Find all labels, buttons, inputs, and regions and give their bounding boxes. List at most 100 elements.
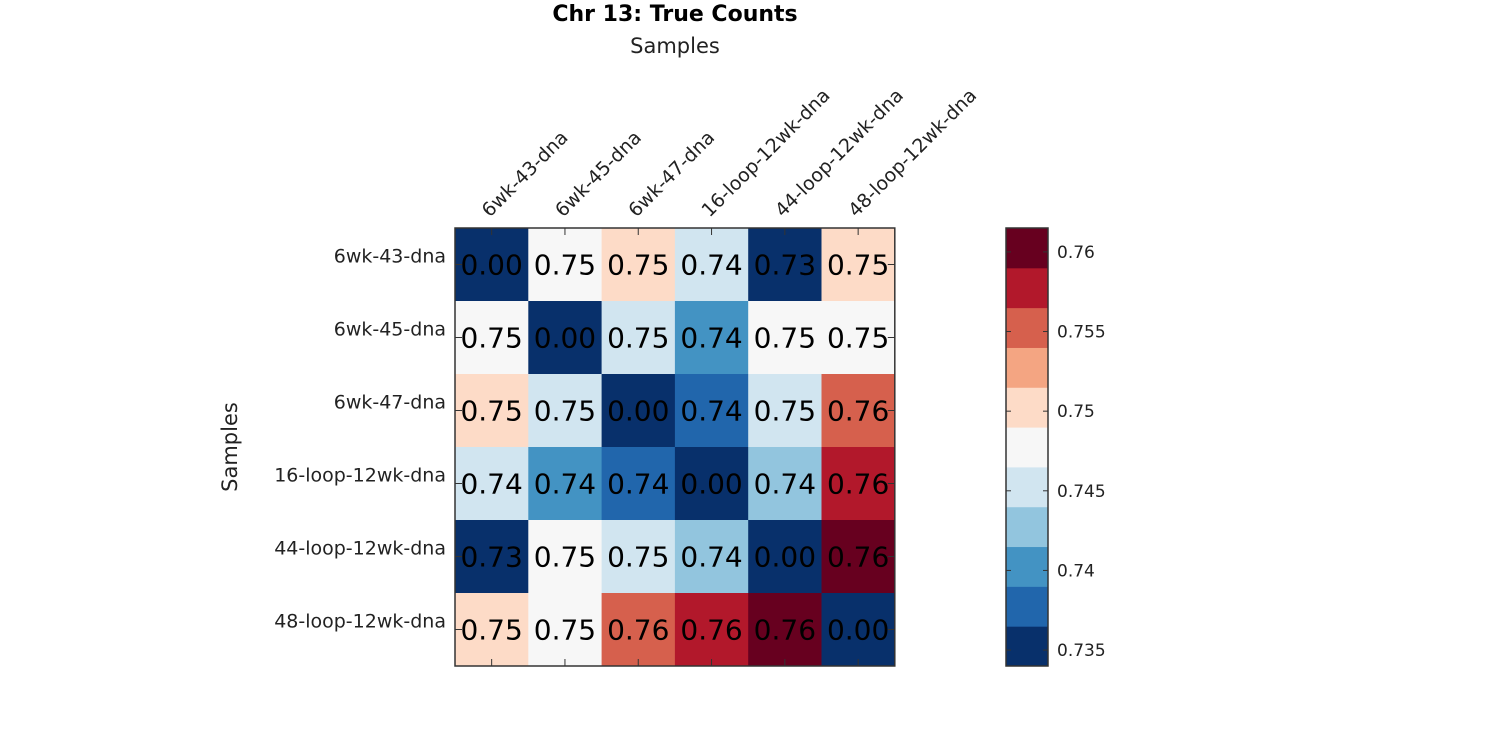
- heatmap-cell-labels: 0.00 0.75 0.75 0.74 0.73 0.75 0.75 0.00 0.75 0.74…: [460, 249, 889, 647]
- cell-value-label: 0.00: [827, 614, 889, 647]
- colorbar-segment: [1006, 586, 1048, 627]
- heatmap-cell: [455, 374, 529, 448]
- cell-value-label: 0.74: [754, 468, 816, 501]
- colorbar-segment: [1006, 626, 1048, 667]
- colorbar-tick-label: 0.76: [1057, 243, 1095, 263]
- y-tick-label: 48-loop-12wk-dna: [274, 611, 446, 633]
- heatmap-cell: [748, 520, 822, 594]
- x-tick-label: 44-loop-12wk-dna: [771, 84, 908, 221]
- heatmap-cell: [455, 301, 529, 375]
- y-tick-label: 6wk-47-dna: [334, 392, 446, 414]
- cell-value-label: 0.75: [754, 395, 816, 428]
- colorbar-tick-label: 0.745: [1057, 482, 1106, 502]
- heatmap-cell: [674, 593, 749, 667]
- heatmap-cell: [748, 447, 822, 521]
- cell-value-label: 0.73: [754, 249, 816, 282]
- cell-value-label: 0.75: [827, 322, 889, 355]
- cell-value-label: 0.75: [607, 322, 669, 355]
- cell-value-label: 0.75: [534, 395, 596, 428]
- heatmap-cell: [528, 520, 603, 594]
- heatmap-cell: [821, 593, 896, 667]
- y-tick-label: 6wk-45-dna: [334, 319, 446, 341]
- colorbar-segment: [1006, 267, 1048, 309]
- heatmap-cell: [528, 301, 603, 375]
- x-tick-labels: 6wk-43-dna6wk-45-dna6wk-47-dna16-loop-12…: [478, 84, 982, 221]
- heatmap-cell: [748, 374, 822, 448]
- cell-value-label: 0.76: [827, 468, 889, 501]
- cell-value-label: 0.74: [534, 468, 596, 501]
- colorbar: 0.735 0.74 0.745 0.75 0.755 0.76: [1005, 227, 1106, 667]
- heatmap-cell: [821, 520, 896, 594]
- cell-value-label: 0.00: [607, 395, 669, 428]
- heatmap-cell: [821, 374, 896, 448]
- cell-value-label: 0.75: [534, 541, 596, 574]
- cell-value-label: 0.00: [754, 541, 816, 574]
- cell-value-label: 0.74: [680, 322, 742, 355]
- heatmap-cell: [821, 228, 896, 302]
- heatmap-cell: [528, 228, 603, 302]
- heatmap-cell: [601, 228, 676, 302]
- cell-value-label: 0.00: [534, 322, 596, 355]
- cell-value-label: 0.75: [534, 249, 596, 282]
- heatmap-cell: [821, 301, 896, 375]
- colorbar-tick-label: 0.735: [1057, 641, 1106, 661]
- cell-value-label: 0.75: [460, 614, 522, 647]
- colorbar-frame: [1005, 227, 1049, 667]
- y-tick-label: 16-loop-12wk-dna: [274, 465, 446, 487]
- y-tick-labels: 6wk-43-dna 6wk-45-dna 6wk-47-dna 16-loop-12…: [274, 246, 446, 633]
- cell-value-label: 0.75: [460, 322, 522, 355]
- cell-value-label: 0.75: [460, 395, 522, 428]
- cell-value-label: 0.76: [607, 614, 669, 647]
- heatmap-cell: [528, 374, 603, 448]
- cell-value-label: 0.76: [680, 614, 742, 647]
- heatmap-cell: [674, 520, 749, 594]
- heatmap-cell: [748, 301, 822, 375]
- heatmap-cell: [674, 301, 749, 375]
- heatmap-cell: [821, 447, 896, 521]
- colorbar-segment: [1006, 347, 1048, 388]
- cell-value-label: 0.75: [607, 249, 669, 282]
- x-tick-label: 16-loop-12wk-dna: [698, 84, 835, 221]
- heatmap-cell: [601, 593, 676, 667]
- heatmap-cell: [455, 447, 529, 521]
- cell-value-label: 0.76: [827, 395, 889, 428]
- cell-value-label: 0.75: [827, 249, 889, 282]
- heatmap-cell: [601, 520, 676, 594]
- colorbar-segment: [1006, 387, 1048, 428]
- cell-value-label: 0.74: [680, 395, 742, 428]
- heatmap-cell: [455, 228, 529, 302]
- x-axis-label: Samples: [630, 34, 720, 58]
- chart-title: Chr 13: True Counts: [552, 2, 797, 27]
- heatmap-frame: [454, 227, 896, 667]
- colorbar-segment: [1006, 307, 1048, 348]
- cell-value-label: 0.74: [680, 541, 742, 574]
- cell-value-label: 0.75: [754, 322, 816, 355]
- cell-value-label: 0.74: [460, 468, 522, 501]
- x-tick-label: 48-loop-12wk-dna: [844, 84, 981, 221]
- heatmap-cell: [601, 374, 676, 448]
- colorbar-segment: [1006, 427, 1048, 468]
- colorbar-tick-label: 0.75: [1057, 402, 1095, 422]
- y-tick-label: 6wk-43-dna: [334, 246, 446, 268]
- heatmap-cell: [674, 374, 749, 448]
- colorbar-segment: [1006, 506, 1048, 548]
- cell-value-label: 0.76: [827, 541, 889, 574]
- cell-value-label: 0.00: [680, 468, 742, 501]
- colorbar-segment: [1006, 466, 1048, 508]
- cell-value-label: 0.76: [754, 614, 816, 647]
- heatmap-cell: [455, 520, 529, 594]
- heatmap-cell: [674, 447, 749, 521]
- heatmap-cell: [455, 593, 529, 667]
- cell-value-label: 0.00: [460, 249, 522, 282]
- heatmap-cell: [674, 228, 749, 302]
- cell-value-label: 0.75: [534, 614, 596, 647]
- y-axis-label: Samples: [218, 402, 242, 492]
- cell-value-label: 0.73: [460, 541, 522, 574]
- heatmap-cell: [601, 301, 676, 375]
- heatmap-cell: [601, 447, 676, 521]
- colorbar-tick-label: 0.74: [1057, 561, 1095, 581]
- cell-value-label: 0.75: [607, 541, 669, 574]
- colorbar-segment: [1006, 228, 1048, 269]
- cell-value-label: 0.74: [607, 468, 669, 501]
